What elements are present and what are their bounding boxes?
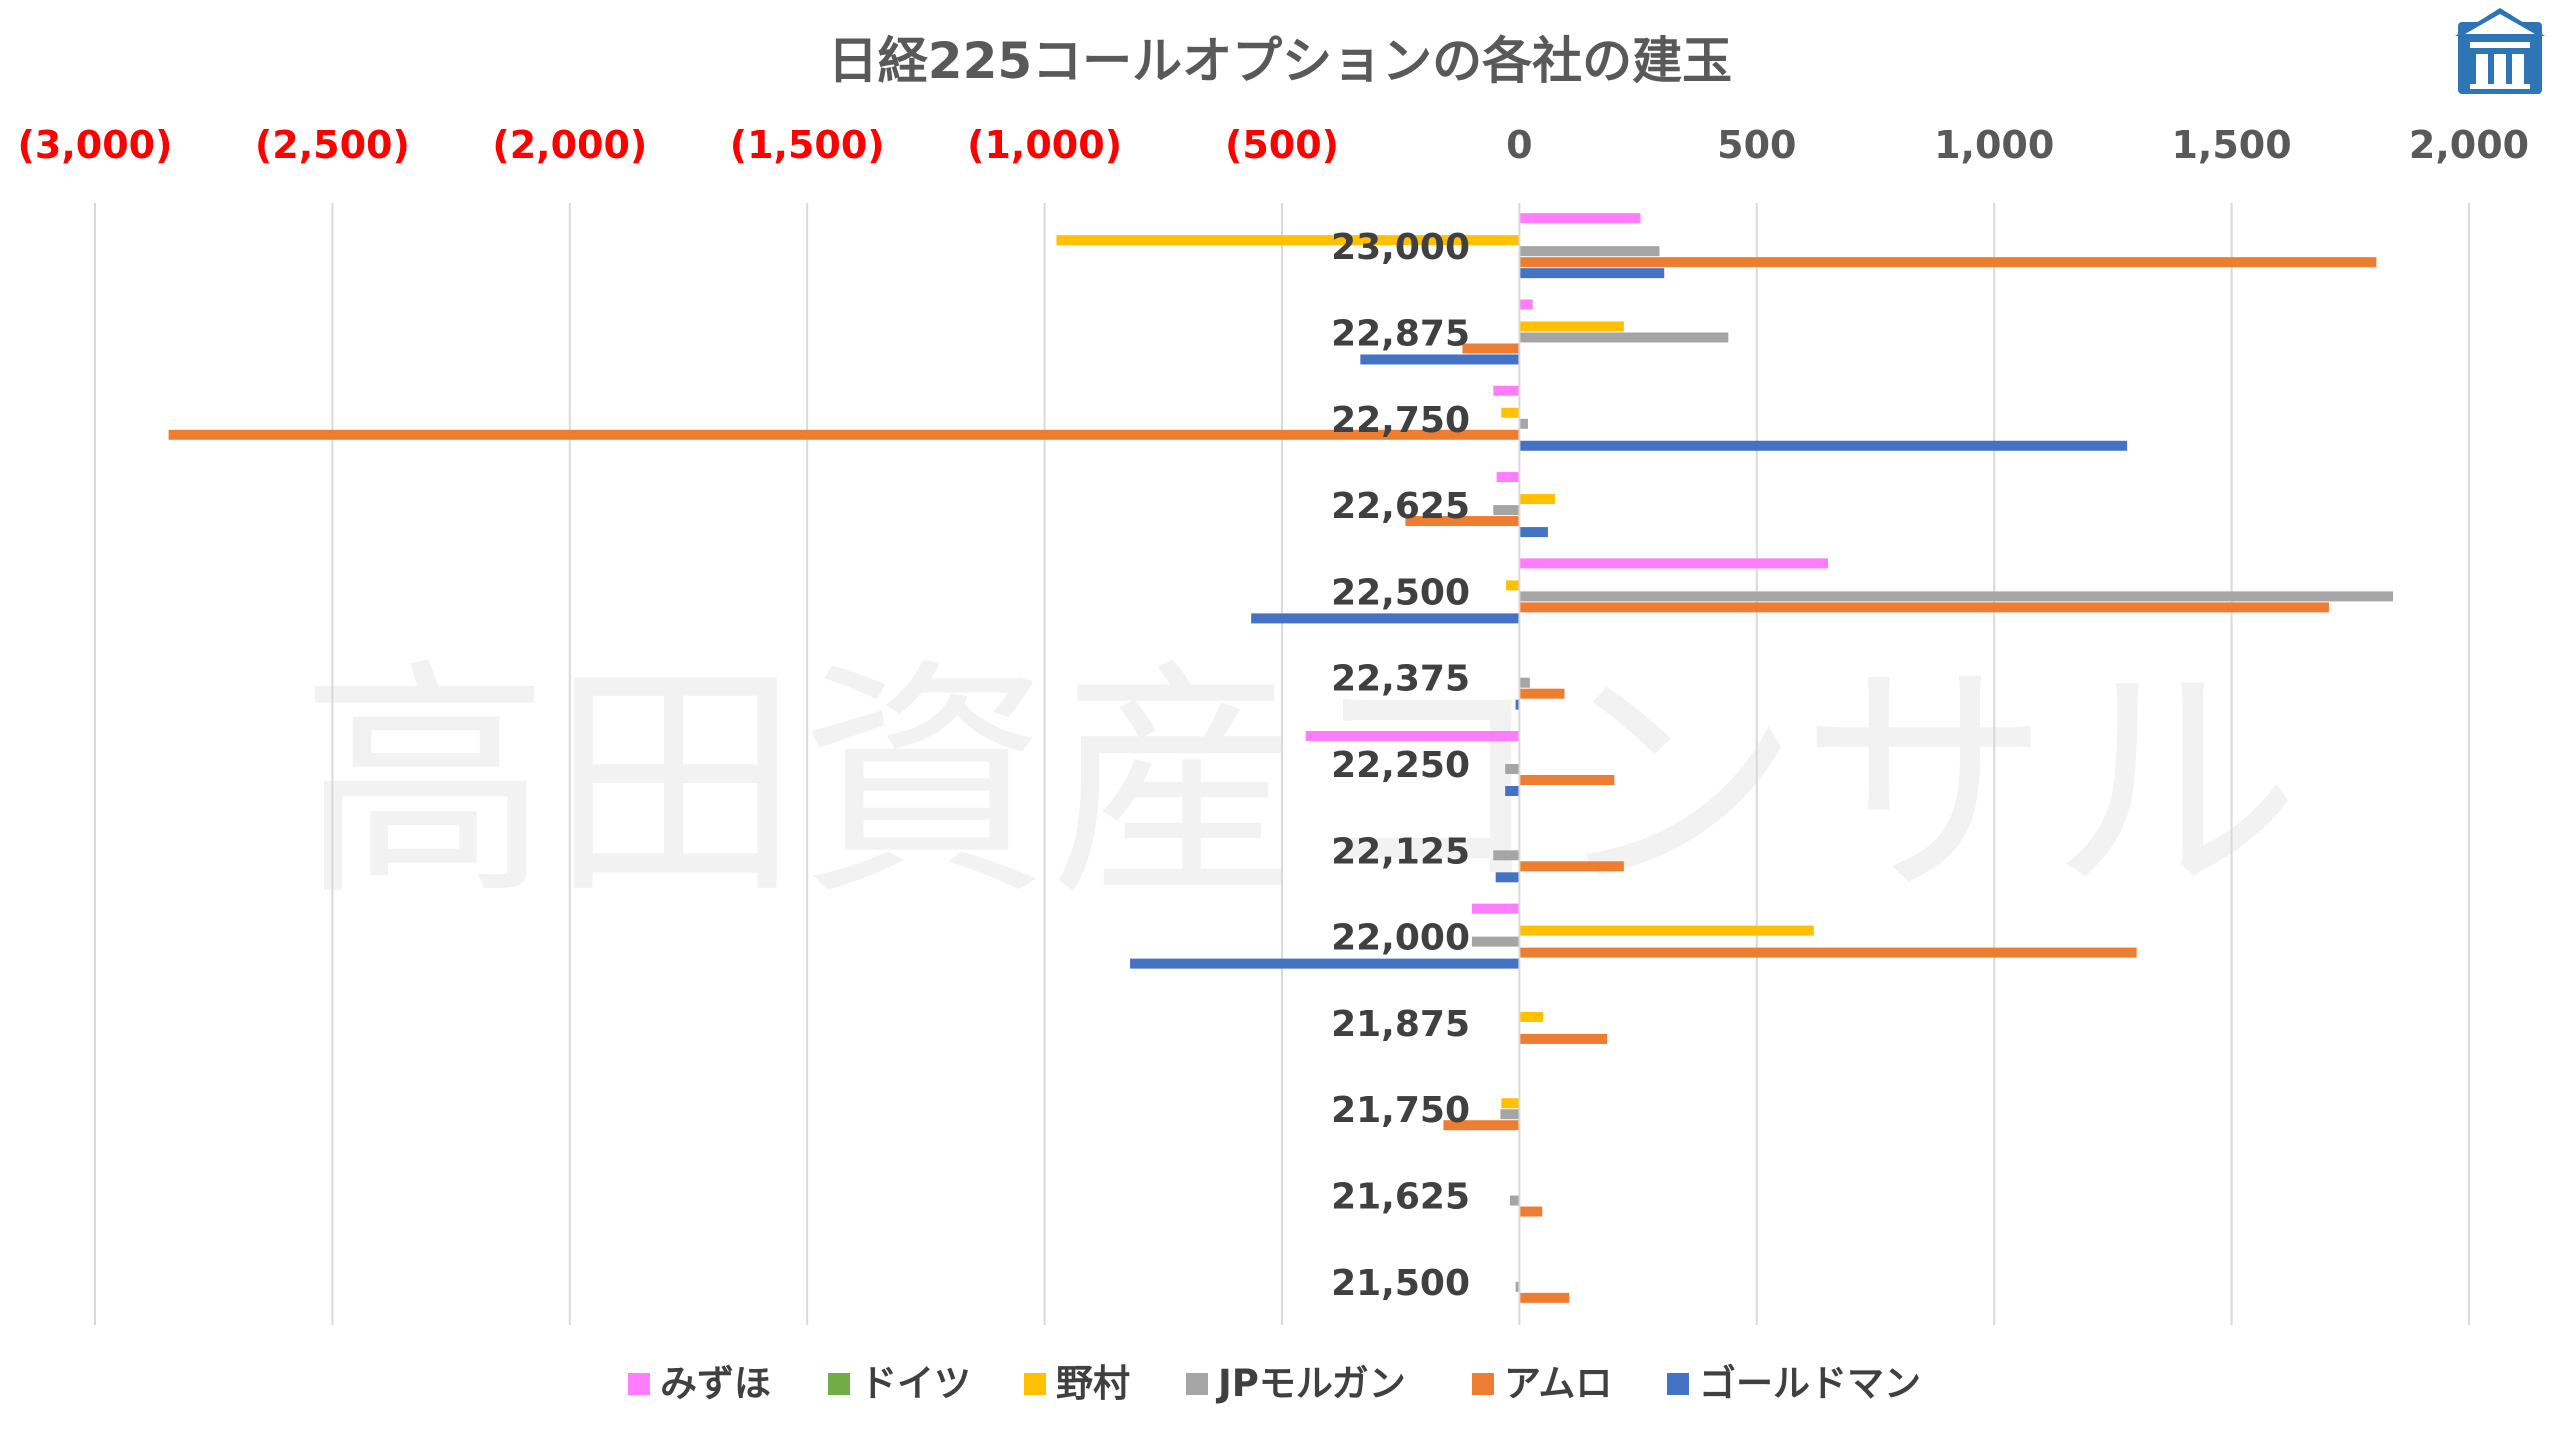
bar [1443,1120,1520,1131]
bar [1515,1281,1520,1292]
bar [1519,246,1660,257]
bar [1519,332,1729,343]
logo-icon [2455,8,2545,94]
y-tick-label: 22,375 [1331,659,1470,700]
bar [1462,343,1520,354]
bar [1471,936,1520,947]
x-tick-label: 0 [1506,123,1532,167]
legend-label: 野村 [1056,1362,1130,1405]
bar [1505,786,1520,796]
x-tick-label: 1,500 [2171,123,2291,167]
x-tick-label: 2,000 [2409,123,2529,167]
bar [1505,764,1520,774]
bar [1493,850,1520,861]
y-axis-ticks: 23,000 22,875 22,750 22,625 22,500 22,375 22,2… [1331,227,1470,1304]
bar [1519,418,1528,429]
x-tick-label: (2,000) [492,123,647,167]
x-tick-label: (500) [1225,123,1339,167]
bar [1519,257,2377,268]
bar [1501,1098,1520,1109]
y-tick-label: 22,625 [1331,486,1470,527]
x-tick-label: (1,500) [730,123,885,167]
bar [1519,213,1641,224]
x-tick-label: 500 [1717,123,1796,167]
legend: みずほ ドイツ 野村 JPモルガン アムロ ゴールドマン [628,1362,1921,1405]
bar [1519,527,1548,538]
y-tick-label: 22,500 [1331,572,1470,613]
chart-title: 日経225コールオプションの各社の建玉 [828,32,1732,90]
legend-swatch [1186,1373,1208,1395]
y-tick-label: 22,250 [1331,745,1470,786]
bar [1519,1033,1608,1044]
bar [1519,591,2394,602]
x-axis-ticks: (3,000) (2,500) (2,000) (1,500) (1,000) (500)… [18,123,2530,167]
bar [1519,1011,1544,1022]
bar [1493,385,1520,396]
bar [1251,613,1520,624]
bar [1506,580,1520,591]
y-tick-label: 21,875 [1331,1004,1470,1045]
bar [1515,699,1520,710]
legend-label: アムロ [1504,1362,1612,1405]
legend-swatch [628,1373,650,1395]
legend-label: JPモルガン [1215,1362,1406,1405]
bar [1519,947,2137,958]
legend-swatch [828,1373,850,1395]
bar [1519,494,1556,505]
bar [1305,731,1520,741]
watermark: 高田資産コンサル [300,638,2300,929]
y-tick-label: 22,125 [1331,831,1470,872]
x-tick-label: (2,500) [255,123,410,167]
bar [1519,1292,1570,1303]
bar [1495,872,1520,883]
bar [1500,1109,1520,1120]
bar [1519,861,1624,872]
bar [1360,354,1520,365]
legend-label: ドイツ [860,1362,971,1405]
y-tick-label: 21,750 [1331,1090,1470,1131]
y-tick-label: 22,750 [1331,400,1470,441]
bar [1519,440,2128,451]
bar [1509,1195,1520,1206]
legend-label: みずほ [660,1362,771,1405]
bar [1519,677,1530,688]
bar [1496,472,1520,483]
bar [1056,235,1520,246]
bar [1519,299,1533,310]
y-tick-label: 23,000 [1331,227,1470,268]
bar [1519,321,1624,332]
bar [1501,407,1520,418]
legend-swatch [1024,1373,1046,1395]
bar [1519,268,1665,279]
bar [1519,925,1814,936]
bar [1519,558,1829,569]
bar [1130,958,1520,969]
bars [168,203,2394,1325]
y-tick-label: 22,000 [1331,918,1470,959]
x-tick-label: 1,000 [1934,123,2054,167]
y-tick-label: 21,500 [1331,1263,1470,1304]
bar [1405,516,1520,527]
y-tick-label: 21,625 [1331,1177,1470,1218]
bar [1519,602,2329,613]
bar [1519,775,1615,785]
bar [1519,688,1565,699]
bar [1519,1206,1543,1217]
legend-swatch [1667,1373,1689,1395]
gridlines [94,203,2470,1325]
x-tick-label: (1,000) [967,123,1122,167]
bar [1493,505,1520,516]
x-tick-label: (3,000) [18,123,173,167]
legend-label: ゴールドマン [1699,1362,1921,1405]
bar [1471,903,1520,914]
legend-swatch [1472,1373,1494,1395]
y-tick-label: 22,875 [1331,313,1470,354]
bar [168,429,1520,440]
